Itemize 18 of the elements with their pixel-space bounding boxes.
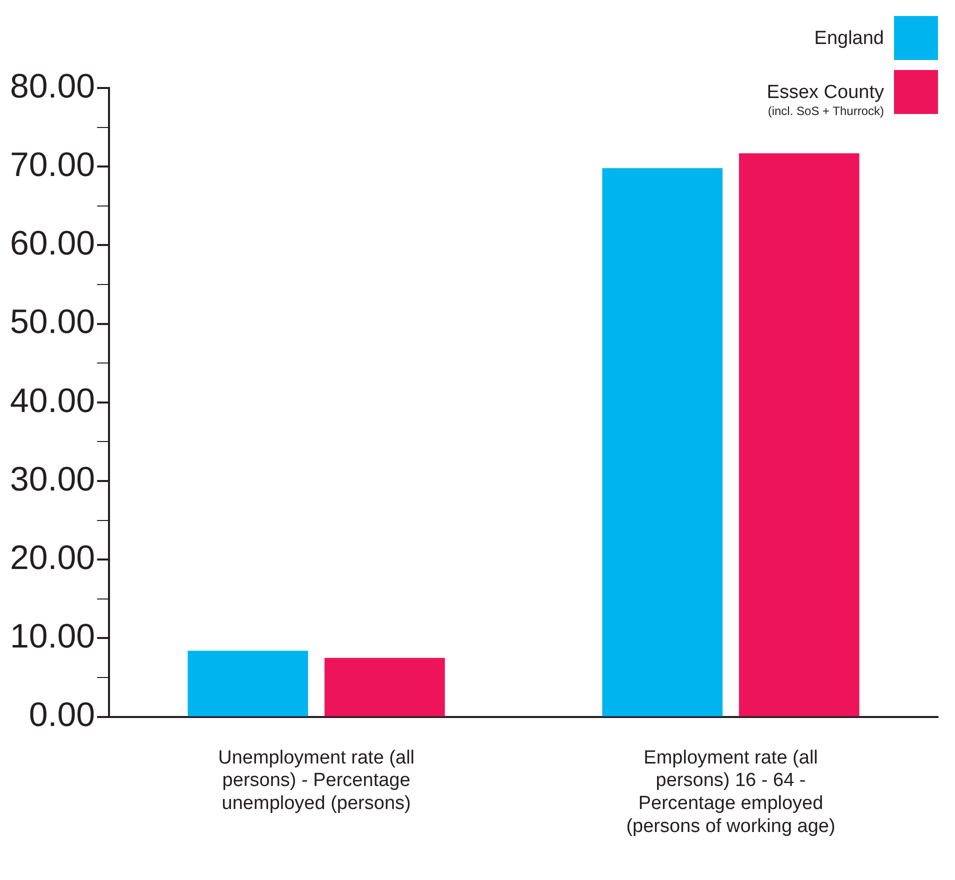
y-tick-label: 50.00 [10,303,96,342]
legend-label: England [814,28,884,50]
y-tick-label: 60.00 [10,224,96,263]
y-tick-label: 0.00 [28,696,96,734]
y-tick-label: 40.00 [10,382,96,420]
y-tick-label: 10.00 [10,618,96,656]
y-tick-label: 70.00 [10,146,96,184]
x-tick-label: Employment rate (all persons) 16 - 64 - Percentage employed (persons of working age) [626,747,836,837]
y-tick-label: 20.00 [10,538,96,577]
legend-label: Essex County [766,82,884,104]
y-tick-label: 80.00 [10,67,96,106]
x-tick-label: Unemployment rate (all persons) - Percentage unemployed (persons) [218,747,415,814]
bar [602,168,723,716]
bar [324,658,445,716]
annotation: (incl. SoS + Thurrock) [766,104,884,118]
bar [188,650,308,716]
bar [738,153,860,716]
y-tick-label: 30.00 [10,460,96,498]
